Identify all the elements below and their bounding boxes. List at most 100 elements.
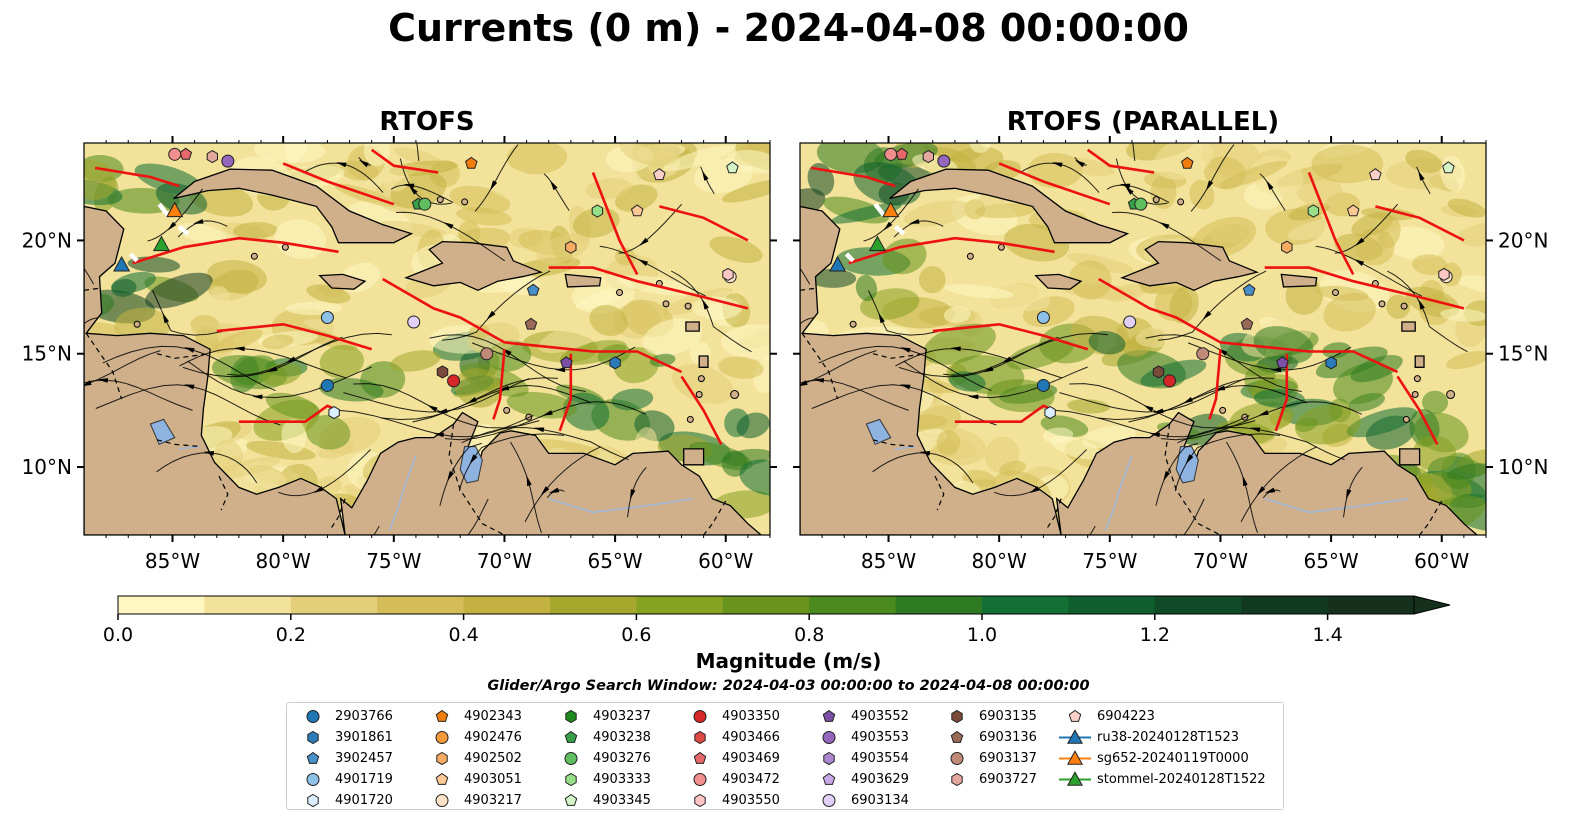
- land-8: [698, 355, 709, 368]
- argo-float-2903766[interactable]: [1036, 378, 1050, 392]
- glider-sg652-20240119T0000[interactable]: [882, 201, 900, 218]
- colorbar-tick-label: 1.4: [1312, 624, 1342, 646]
- argo-float-4903553[interactable]: [221, 154, 235, 168]
- glider-stommel-20240128T1522[interactable]: [868, 235, 886, 252]
- argo-float-4901719[interactable]: [1036, 310, 1050, 324]
- argo-float-4902502[interactable]: [1281, 240, 1293, 254]
- legend-item-label: 4902343: [464, 709, 522, 724]
- legend-pentagon-icon[interactable]: [693, 751, 707, 764]
- land-5: [564, 273, 602, 288]
- argo-float-6903727[interactable]: [922, 150, 934, 164]
- legend-circle-icon[interactable]: [564, 752, 578, 765]
- argo-float-4903552[interactable]: [560, 356, 573, 369]
- legend-pentagon-icon[interactable]: [435, 772, 449, 785]
- argo-float-4901720[interactable]: [1044, 406, 1056, 420]
- argo-float-6903137[interactable]: [480, 347, 494, 361]
- legend-pentagon-icon[interactable]: [1068, 709, 1082, 722]
- argo-float-6903136[interactable]: [1240, 317, 1254, 330]
- eez-boundary: [548, 266, 749, 310]
- legend-circle-icon[interactable]: [693, 710, 707, 723]
- argo-float-6904223[interactable]: [1369, 168, 1382, 181]
- argo-float-6903136[interactable]: [524, 317, 538, 330]
- legend-hexagon-icon[interactable]: [951, 772, 963, 787]
- legend-circle-icon[interactable]: [435, 794, 449, 807]
- legend-pentagon-icon[interactable]: [306, 751, 320, 764]
- argo-float-6903135[interactable]: [436, 365, 449, 379]
- legend-pentagon-icon[interactable]: [564, 793, 578, 806]
- argo-float-6903134[interactable]: [407, 315, 421, 329]
- legend-pentagon-icon[interactable]: [435, 709, 449, 722]
- map-rtofs[interactable]: 85°W 80°W 75°W 70°W 65°W 60°W 20°N 15°N 10°N: [0, 70, 807, 573]
- legend-circle-icon[interactable]: [306, 710, 320, 723]
- argo-float-4903276[interactable]: [418, 197, 432, 211]
- legend-circle-icon[interactable]: [435, 731, 449, 744]
- legend-circle-icon[interactable]: [822, 731, 836, 744]
- argo-float-4902343[interactable]: [1181, 156, 1194, 169]
- map-rtofs-parallel[interactable]: 85°W 80°W 75°W 70°W 65°W 60°W 20°N 15°N 10°N: [715, 70, 1549, 573]
- argo-float-4901720[interactable]: [328, 406, 340, 420]
- legend-hexagon-icon[interactable]: [436, 751, 448, 766]
- legend-triangle-icon[interactable]: [1067, 771, 1083, 786]
- legend-circle-icon[interactable]: [950, 752, 964, 765]
- argo-float-4903051[interactable]: [630, 204, 644, 217]
- argo-float-3902457[interactable]: [526, 283, 540, 296]
- legend-hexagon-marker: [565, 709, 577, 724]
- argo-float-4903472[interactable]: [168, 147, 182, 161]
- argo-float-4903469[interactable]: [179, 147, 193, 160]
- legend-hexagon-icon[interactable]: [565, 709, 577, 724]
- land-3: [1120, 240, 1260, 292]
- argo-float-4902502[interactable]: [565, 240, 577, 254]
- legend-hexagon-marker: [307, 730, 319, 745]
- argo-float-4903350[interactable]: [1163, 374, 1177, 388]
- glider-stommel-20240128T1522[interactable]: [152, 235, 170, 252]
- argo-float-4903333[interactable]: [1307, 204, 1320, 218]
- argo-float-4903472[interactable]: [884, 147, 898, 161]
- legend-hexagon-icon[interactable]: [565, 772, 577, 787]
- argo-float-3901861[interactable]: [1325, 356, 1337, 370]
- argo-float-6903727[interactable]: [206, 150, 218, 164]
- legend-hexagon-icon[interactable]: [307, 793, 319, 808]
- argo-float-4902343[interactable]: [465, 156, 478, 169]
- argo-float-4903552[interactable]: [1276, 356, 1289, 369]
- legend-item-label: 4903472: [722, 772, 780, 787]
- argo-float-4903350[interactable]: [447, 374, 461, 388]
- argo-float-4903553[interactable]: [937, 154, 951, 168]
- argo-float-6903137[interactable]: [1196, 347, 1210, 361]
- legend-triangle-icon[interactable]: [1067, 729, 1083, 744]
- legend-circle-marker: [306, 773, 320, 786]
- argo-float-4903333[interactable]: [591, 204, 604, 218]
- legend-hexagon-icon[interactable]: [823, 751, 835, 766]
- legend-pentagon-icon[interactable]: [950, 730, 964, 743]
- argo-float-4903276[interactable]: [1134, 197, 1148, 211]
- legend-pentagon-icon[interactable]: [564, 730, 578, 743]
- argo-float-4901719[interactable]: [320, 310, 334, 324]
- legend-circle-icon[interactable]: [693, 773, 707, 786]
- legend-hexagon-icon[interactable]: [951, 709, 963, 724]
- legend-pentagon-icon[interactable]: [822, 772, 836, 785]
- map-panel-rtofs[interactable]: 85°W 80°W 75°W 70°W 65°W 60°W20°N15°N10°N85°W…: [0, 0, 1577, 600]
- argo-float-4903550[interactable]: [1438, 267, 1450, 281]
- argo-float-4903345[interactable]: [1442, 161, 1455, 174]
- argo-float-6903135[interactable]: [1152, 365, 1165, 379]
- eez-boundary: [680, 375, 723, 446]
- legend-hexagon-icon[interactable]: [307, 730, 319, 745]
- argo-float-4903051[interactable]: [1346, 204, 1360, 217]
- argo-float-3902457[interactable]: [1242, 283, 1256, 296]
- legend-circle-icon[interactable]: [822, 794, 836, 807]
- glider-ru38-20240128T1523[interactable]: [113, 255, 131, 272]
- argo-float-4903550[interactable]: [722, 267, 734, 281]
- argo-float-6904223[interactable]: [653, 168, 666, 181]
- argo-float-3901861[interactable]: [609, 356, 621, 370]
- glider-sg652-20240119T0000[interactable]: [166, 201, 184, 218]
- legend-hexagon-icon[interactable]: [694, 730, 706, 745]
- legend-hexagon-icon[interactable]: [694, 793, 706, 808]
- legend-circle-icon[interactable]: [306, 773, 320, 786]
- eez-boundary: [810, 166, 896, 188]
- glider-ru38-20240128T1523[interactable]: [829, 255, 847, 272]
- legend-pentagon-icon[interactable]: [822, 709, 836, 722]
- argo-float-4903345[interactable]: [726, 161, 739, 174]
- argo-float-6903134[interactable]: [1123, 315, 1137, 329]
- legend-triangle-icon[interactable]: [1067, 750, 1083, 765]
- argo-float-4903469[interactable]: [895, 147, 909, 160]
- argo-float-2903766[interactable]: [320, 378, 334, 392]
